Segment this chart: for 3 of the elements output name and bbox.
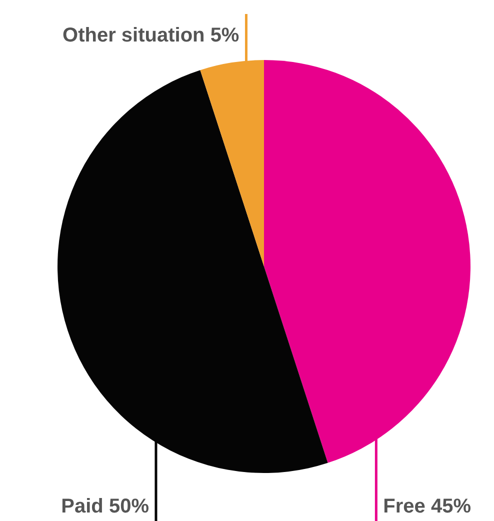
slice-label: Other situation 5%	[62, 24, 240, 47]
slice-label: Paid 50%	[61, 496, 150, 518]
slice-label: Free 45%	[383, 496, 472, 518]
